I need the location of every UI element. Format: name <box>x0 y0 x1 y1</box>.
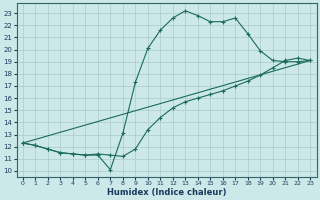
X-axis label: Humidex (Indice chaleur): Humidex (Indice chaleur) <box>107 188 226 197</box>
